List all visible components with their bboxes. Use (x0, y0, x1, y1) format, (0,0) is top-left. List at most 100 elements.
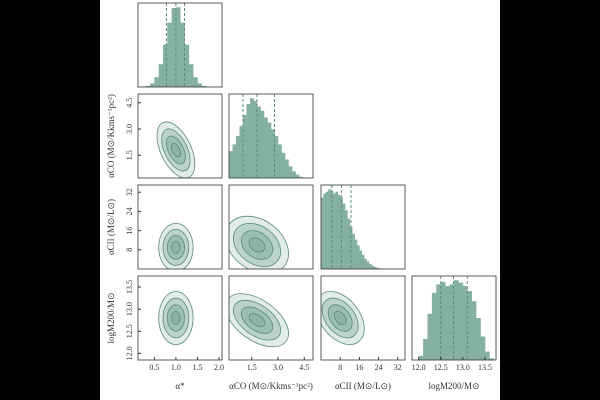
hist-bar (281, 152, 286, 178)
hist-bar (246, 104, 251, 178)
x-tick-label: 1.5 (192, 363, 202, 372)
hist-bar (253, 100, 258, 178)
hist-bar (292, 171, 296, 178)
hist-bar (150, 83, 155, 87)
contour-panel (229, 215, 289, 269)
hist-bar (260, 110, 265, 178)
hist-bar (274, 136, 279, 178)
y-axis-label: logM200/M⊙ (106, 292, 116, 343)
hist-bar (295, 174, 300, 178)
hist-bar (162, 44, 168, 87)
x-tick-label: 32 (394, 363, 402, 372)
contour-panel (158, 222, 194, 269)
hist-bar (171, 8, 177, 87)
y-tick-label: 4.5 (125, 98, 134, 108)
contour-panel (321, 291, 365, 345)
x-tick-label: 12.5 (434, 363, 448, 372)
hist-bar (454, 280, 459, 360)
hist-bar (180, 22, 185, 87)
x-axis-label: logM200/M⊙ (428, 381, 479, 391)
x-tick-label: 24 (375, 363, 383, 372)
hist-bar (184, 44, 190, 87)
panel-frame (228, 184, 314, 270)
contour (333, 310, 347, 326)
hist-bar (271, 129, 275, 178)
hist-bar (337, 195, 341, 269)
hist-bar (175, 7, 181, 87)
hist-bar (250, 98, 254, 178)
contour (248, 237, 266, 253)
x-tick-label: 4.5 (299, 363, 309, 372)
hist-bar (484, 351, 490, 360)
contour (171, 240, 181, 254)
hist-bar (345, 210, 348, 269)
y-tick-label: 16 (125, 227, 134, 235)
hist-bar (449, 284, 455, 360)
hist-bar (476, 318, 481, 360)
hist-bar (288, 166, 293, 178)
hist-bar (158, 64, 164, 87)
x-tick-label: 12.0 (412, 363, 426, 372)
hist-bar (323, 193, 327, 269)
hist-bar (232, 144, 237, 178)
panel-frame (137, 93, 223, 179)
x-tick-label: 3.0 (273, 363, 283, 372)
hist-bar (264, 117, 268, 178)
hist-bar (197, 83, 203, 87)
hist-bar (299, 176, 303, 178)
contour-panel (158, 291, 194, 345)
hist-bar (328, 189, 331, 269)
hist-bar (278, 144, 282, 178)
hist-bar (440, 281, 446, 360)
contour (171, 310, 181, 326)
hist-bar (239, 125, 244, 178)
hist-panel (229, 94, 307, 178)
panel-frame (137, 2, 223, 88)
y-axis-label: αCII (M⊙/L⊙) (106, 199, 116, 255)
hist-bar (330, 190, 334, 269)
hist-bar (236, 136, 240, 178)
hist-bar (489, 358, 495, 360)
hist-bar (347, 218, 351, 269)
hist-bar (167, 22, 172, 87)
hist-bar (188, 64, 194, 87)
hist-bar (427, 313, 433, 360)
hist-bar (357, 245, 360, 269)
hist-panel (418, 276, 495, 360)
x-tick-label: 16 (355, 363, 363, 372)
x-tick-label: 0.5 (149, 363, 159, 372)
hist-bar (480, 336, 486, 360)
hist-bar (467, 291, 472, 360)
y-tick-label: 1.5 (125, 150, 134, 160)
hist-bar (229, 151, 233, 178)
hist-bar (335, 191, 339, 269)
hist-bar (257, 106, 261, 178)
x-tick-label: 8 (338, 363, 342, 372)
hist-bar (145, 85, 151, 87)
hist-bar (431, 292, 437, 360)
hist-bar (373, 266, 377, 269)
hist-bar (364, 258, 367, 269)
y-tick-label: 12.5 (125, 324, 134, 338)
hist-bar (342, 203, 346, 269)
x-tick-label: 13.0 (456, 363, 470, 372)
x-tick-label: 13.5 (478, 363, 492, 372)
hist-bar (321, 197, 324, 269)
hist-bar (366, 261, 370, 269)
panel-frame (320, 184, 406, 270)
hist-bar (354, 239, 358, 269)
hist-bar (445, 286, 450, 360)
x-tick-label: 1.5 (247, 363, 257, 372)
hist-bar (458, 282, 464, 360)
panel-frame (320, 275, 406, 361)
x-axis-label: αCO (M⊙/Kkms⁻¹pc²) (229, 381, 313, 391)
hist-bar (436, 284, 442, 360)
hist-bar (340, 197, 343, 269)
y-tick-label: 13.5 (125, 280, 134, 294)
hist-bar (154, 77, 159, 87)
x-axis-label: α* (175, 381, 185, 391)
hist-bar (359, 250, 363, 269)
y-tick-label: 3.0 (125, 124, 134, 134)
panel-frame (137, 184, 223, 270)
